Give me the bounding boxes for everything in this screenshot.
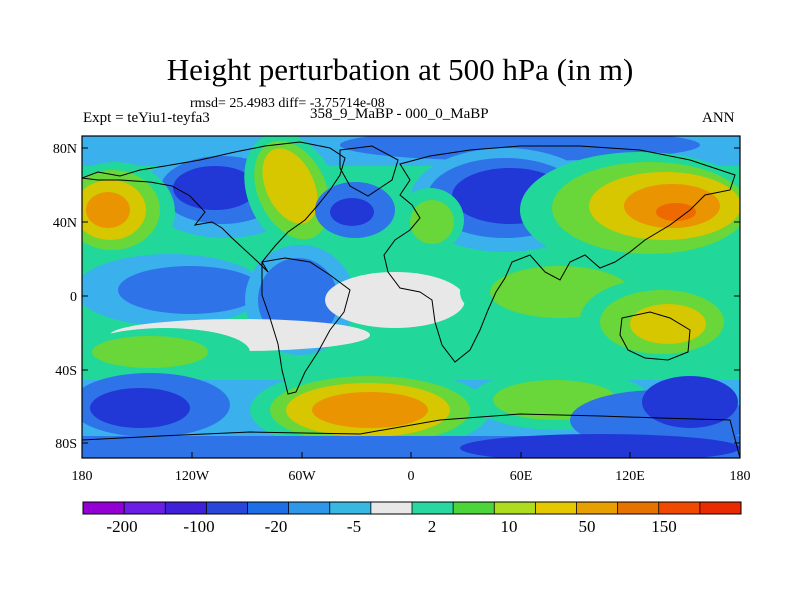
colorbar-label: -20 bbox=[265, 517, 288, 536]
colorbar-swatch bbox=[453, 502, 495, 514]
lat-tick-label: 80N bbox=[53, 142, 77, 157]
north-america-high bbox=[244, 136, 340, 252]
europe-high bbox=[396, 188, 464, 252]
colorbar-swatch bbox=[247, 502, 289, 514]
lon-tick-labels: 180 120W 60W 0 60E 120E 180 bbox=[72, 469, 751, 484]
north-america-outline bbox=[82, 141, 346, 273]
south-america-outline bbox=[261, 257, 351, 395]
lon-tick-label: 120W bbox=[175, 469, 210, 484]
colorbar-label: -100 bbox=[183, 517, 214, 536]
west-pacific-high-left bbox=[82, 162, 175, 262]
colorbar-swatch bbox=[617, 502, 660, 514]
south-atlantic-high bbox=[250, 368, 490, 452]
season-label: ANN bbox=[702, 110, 735, 126]
coastlines bbox=[82, 141, 740, 458]
lat-tick-label: 40N bbox=[53, 216, 77, 231]
colorbar-swatch bbox=[124, 502, 166, 514]
lat-tick-label: 80S bbox=[55, 437, 77, 452]
colorbar bbox=[82, 501, 742, 515]
experiment-label: Expt = teYiu1-teyfa3 bbox=[83, 110, 210, 126]
lon-tick-marks bbox=[81, 452, 741, 458]
lon-tick-label: 180 bbox=[72, 469, 93, 484]
map-title: Height perturbation at 500 hPa (in m) bbox=[166, 52, 634, 87]
antarctic-negative bbox=[460, 434, 740, 458]
colorbar-swatch bbox=[535, 502, 577, 514]
colorbar-swatch bbox=[494, 502, 536, 514]
colorbar-label: 150 bbox=[651, 517, 677, 536]
south-pacific-high bbox=[82, 328, 250, 376]
east-asia-high bbox=[520, 152, 740, 268]
antarctica-outline bbox=[82, 413, 740, 458]
colorbar-swatch bbox=[370, 502, 413, 514]
colorbar-swatch bbox=[206, 502, 248, 514]
colorbar-swatch bbox=[699, 502, 742, 514]
colorbar-label: 10 bbox=[501, 517, 518, 536]
colorbar-swatch bbox=[658, 502, 701, 514]
atlantic-low bbox=[315, 182, 395, 238]
colorbar-swatch bbox=[83, 502, 125, 514]
colorbar-label: 2 bbox=[428, 517, 437, 536]
colorbar-swatch bbox=[329, 502, 372, 514]
lon-tick-label: 60E bbox=[510, 469, 533, 484]
greenland-outline bbox=[339, 145, 399, 197]
lat-tick-labels: 80N 40N 0 40S 80S bbox=[53, 142, 77, 452]
height-field bbox=[82, 136, 740, 458]
stats-label: rmsd= 25.4983 diff= -3.75714e-08 bbox=[190, 96, 385, 111]
tropical-pacific-low bbox=[82, 254, 265, 326]
colorbar-label: -200 bbox=[106, 517, 137, 536]
equatorial-neutral-atlantic bbox=[325, 272, 465, 328]
colorbar-frame bbox=[82, 501, 742, 515]
colorbar-swatch bbox=[576, 502, 618, 514]
lat-tick-label: 0 bbox=[70, 290, 77, 305]
australia-outline bbox=[619, 311, 691, 361]
colorbar-label: 50 bbox=[579, 517, 596, 536]
lon-tick-label: 180 bbox=[730, 469, 751, 484]
colorbar-swatch bbox=[165, 502, 207, 514]
colorbar-swatch bbox=[288, 502, 331, 514]
period-label: 358_9_MaBP - 000_0_MaBP bbox=[310, 106, 489, 122]
colorbar-swatch bbox=[412, 502, 454, 514]
australia-high bbox=[580, 278, 740, 362]
colorbar-label: -5 bbox=[347, 517, 361, 536]
lat-tick-marks bbox=[82, 147, 740, 444]
lat-tick-label: 40S bbox=[55, 364, 77, 379]
lon-tick-label: 120E bbox=[615, 469, 645, 484]
south-pacific-low bbox=[82, 373, 230, 437]
lon-tick-label: 60W bbox=[288, 469, 316, 484]
lon-tick-label: 0 bbox=[408, 469, 415, 484]
eurasia-africa-outline bbox=[383, 145, 736, 363]
colorbar-labels: -200 -100 -20 -5 2 10 50 150 bbox=[106, 517, 676, 536]
